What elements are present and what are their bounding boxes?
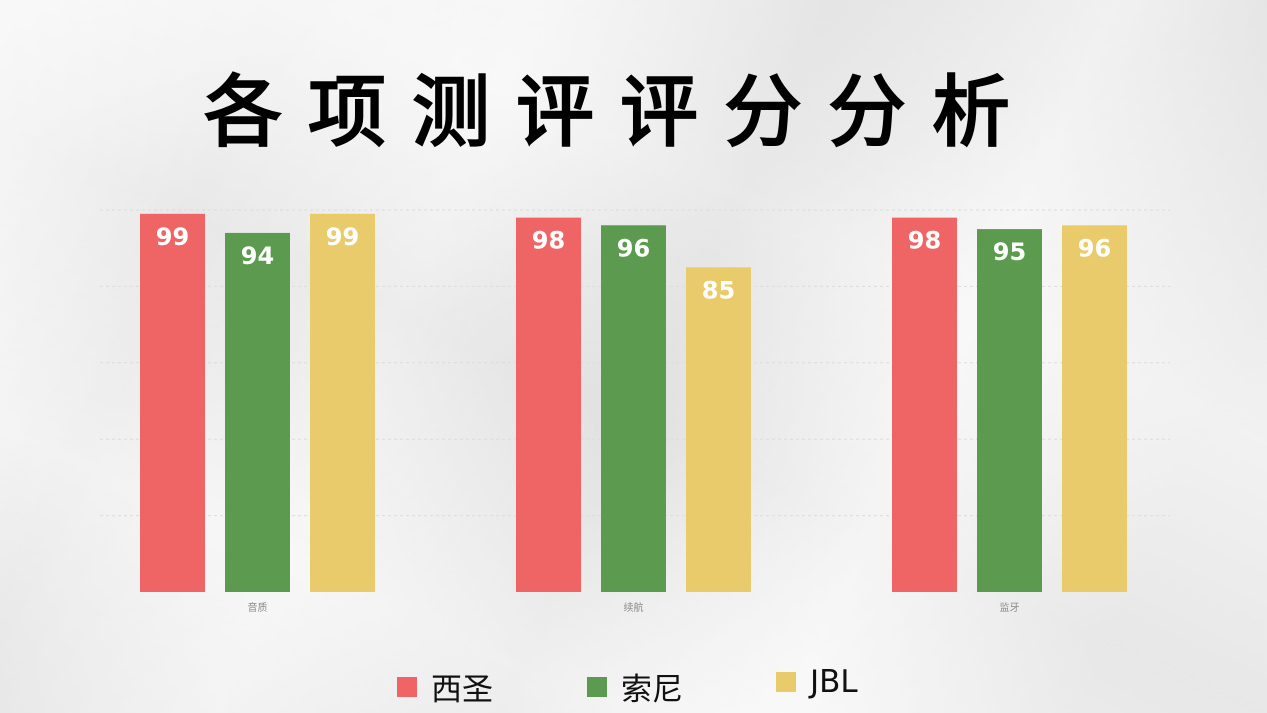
data-label: 95 [993,238,1026,266]
bar [892,217,957,592]
legend-swatch [397,676,417,697]
data-label: 85 [702,276,735,304]
data-label: 94 [241,242,274,270]
data-label: 98 [908,227,941,255]
legend-swatch [587,676,607,697]
category-labels: 音质 续航 监牙 [248,601,1020,614]
legend-label: 西圣 [431,672,493,708]
bar [601,225,666,592]
category-label: 音质 [248,601,268,614]
legend: 西圣 索尼 JBL [0,664,1267,708]
bar [1062,225,1127,592]
legend-item-sony: 索尼 [587,664,683,709]
legend-swatch [776,672,796,692]
bar [225,232,290,593]
legend-label: 索尼 [621,672,683,708]
bar-chart: 99 94 99 98 96 85 98 95 96 音质 续航 监牙 [100,209,1170,614]
data-label: 96 [617,234,650,262]
value-labels: 99 94 99 98 96 85 98 95 96 [156,223,1111,304]
bar [310,213,375,592]
legend-item-xisheng: 西圣 [397,664,493,709]
bar [686,267,751,592]
data-label: 99 [156,223,189,251]
data-label: 96 [1078,234,1111,262]
bar [977,229,1042,592]
category-label: 续航 [624,601,644,614]
data-label: 99 [326,223,359,251]
bar [140,213,205,592]
bar [516,217,581,592]
chart-title: 各项测评评分分析 [203,68,1036,158]
data-label: 98 [532,227,565,255]
category-label: 监牙 [1000,601,1020,614]
bars [140,213,1127,593]
legend-label: JBL [810,664,858,700]
legend-item-jbl: JBL [776,664,858,700]
